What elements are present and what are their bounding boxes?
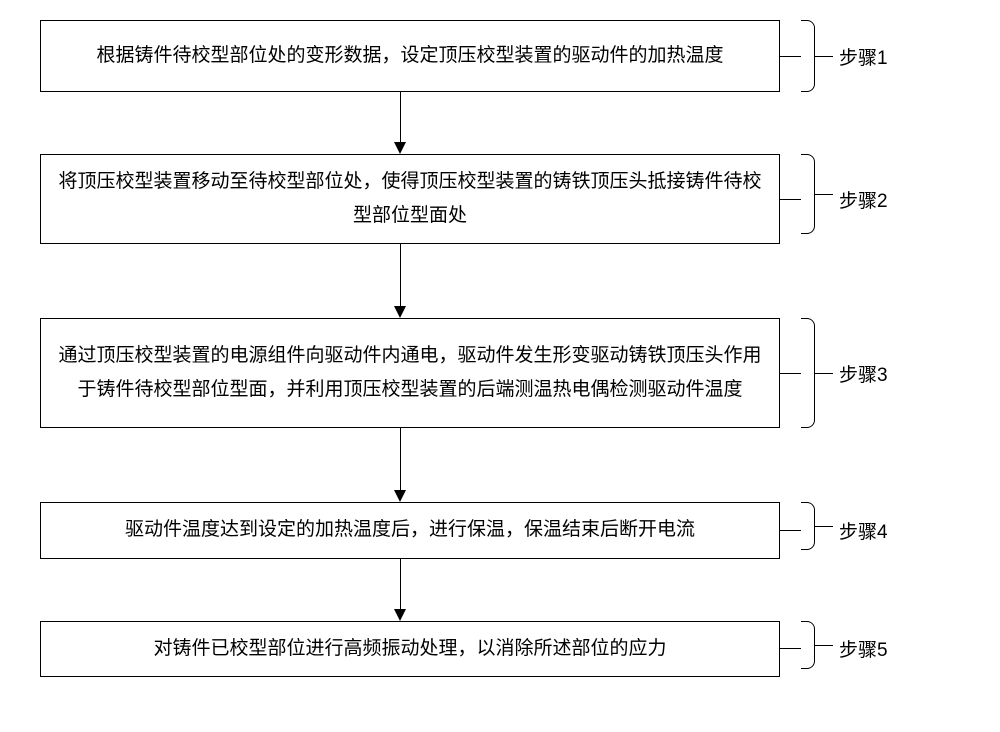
- connector-line: [779, 56, 801, 57]
- brace-midline: [815, 56, 833, 57]
- step-box: 对铸件已校型部位进行高频振动处理，以消除所述部位的应力: [40, 621, 780, 677]
- step-label: 步骤5: [839, 635, 888, 662]
- arrow-line: [400, 559, 401, 609]
- arrow-head-icon: [394, 142, 406, 154]
- brace-midline: [815, 526, 833, 527]
- flowchart-container: 根据铸件待校型部位处的变形数据，设定顶压校型装置的驱动件的加热温度 步骤1 将顶压校…: [40, 20, 960, 677]
- connector-line: [779, 373, 801, 374]
- step-box-wrap: 将顶压校型装置移动至待校型部位处，使得顶压校型装置的铸铁顶压头抵接铸件待校型部位…: [40, 154, 780, 244]
- arrow-head-icon: [394, 306, 406, 318]
- step-box: 根据铸件待校型部位处的变形数据，设定顶压校型装置的驱动件的加热温度: [40, 20, 780, 92]
- arrow-down: [394, 559, 406, 621]
- arrow-down: [394, 428, 406, 502]
- brace-midline: [815, 373, 833, 374]
- step-box-wrap: 对铸件已校型部位进行高频振动处理，以消除所述部位的应力: [40, 621, 780, 677]
- step-label: 步骤1: [839, 43, 888, 70]
- brace-midline: [815, 645, 833, 646]
- step-box: 驱动件温度达到设定的加热温度后，进行保温，保温结束后断开电流: [40, 502, 780, 558]
- arrow-head-icon: [394, 490, 406, 502]
- flow-step-row: 对铸件已校型部位进行高频振动处理，以消除所述部位的应力 步骤5: [40, 621, 960, 677]
- step-box: 将顶压校型装置移动至待校型部位处，使得顶压校型装置的铸铁顶压头抵接铸件待校型部位…: [40, 154, 780, 244]
- step-box: 通过顶压校型装置的电源组件向驱动件内通电，驱动件发生形变驱动铸铁顶压头作用于铸件…: [40, 318, 780, 428]
- step-label: 步骤4: [839, 517, 888, 544]
- brace-curve: [801, 20, 815, 92]
- arrow-line: [400, 244, 401, 306]
- arrow-line: [400, 428, 401, 490]
- flow-step-row: 驱动件温度达到设定的加热温度后，进行保温，保温结束后断开电流 步骤4: [40, 502, 960, 558]
- step-box-wrap: 驱动件温度达到设定的加热温度后，进行保温，保温结束后断开电流: [40, 502, 780, 558]
- arrow-down: [394, 92, 406, 154]
- brace-curve: [801, 154, 815, 234]
- arrow-line: [400, 92, 401, 142]
- connector-line: [779, 199, 801, 200]
- flow-step-row: 通过顶压校型装置的电源组件向驱动件内通电，驱动件发生形变驱动铸铁顶压头作用于铸件…: [40, 318, 960, 428]
- arrow-down: [394, 244, 406, 318]
- brace-midline: [815, 194, 833, 195]
- step-box-wrap: 根据铸件待校型部位处的变形数据，设定顶压校型装置的驱动件的加热温度: [40, 20, 780, 92]
- arrow-head-icon: [394, 609, 406, 621]
- brace-curve: [801, 318, 815, 428]
- step-label: 步骤3: [839, 360, 888, 387]
- step-label: 步骤2: [839, 186, 888, 213]
- connector-line: [779, 530, 801, 531]
- brace-curve: [801, 502, 815, 550]
- brace-curve: [801, 621, 815, 669]
- flow-step-row: 将顶压校型装置移动至待校型部位处，使得顶压校型装置的铸铁顶压头抵接铸件待校型部位…: [40, 154, 960, 244]
- step-box-wrap: 通过顶压校型装置的电源组件向驱动件内通电，驱动件发生形变驱动铸铁顶压头作用于铸件…: [40, 318, 780, 428]
- connector-line: [779, 648, 801, 649]
- flow-step-row: 根据铸件待校型部位处的变形数据，设定顶压校型装置的驱动件的加热温度 步骤1: [40, 20, 960, 92]
